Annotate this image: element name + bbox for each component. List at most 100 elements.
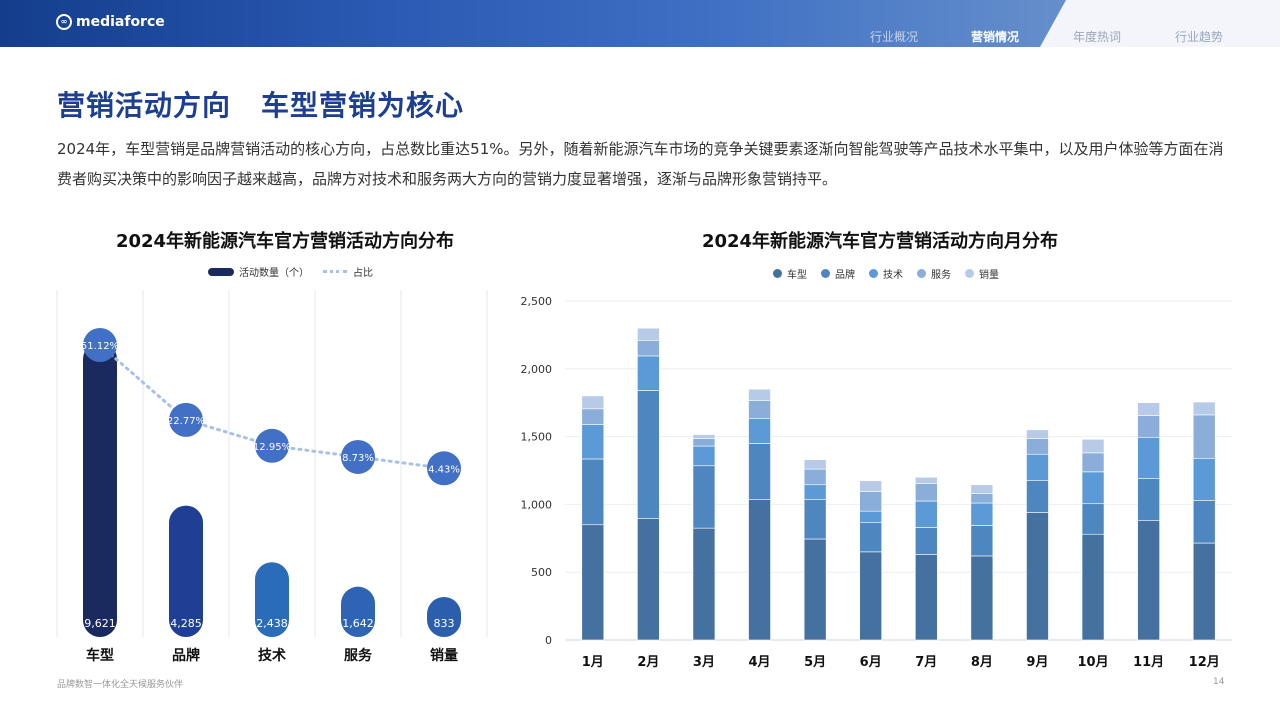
bar-segment-服务-6月 — [859, 491, 883, 512]
y-tick-label: 1,500 — [521, 431, 553, 444]
left-chart: 9,621 车型 4,285 品牌 2,438 技术 1,642 服务 833 销量 51.12% 2… — [56, 290, 488, 664]
bar-segment-品牌-11月 — [1137, 478, 1160, 521]
bar-segment-技术-7月 — [914, 500, 938, 528]
bar-segment-技术-8月 — [970, 502, 994, 526]
bar-服务 — [341, 586, 375, 637]
x-tick-label: 9月 — [1026, 655, 1048, 670]
bar-segment-销量-11月 — [1137, 402, 1160, 416]
bar-车型 — [83, 342, 117, 637]
legend-label: 车型 — [787, 270, 807, 281]
x-tick-label: 服务 — [344, 647, 373, 664]
bar-segment-技术-5月 — [803, 484, 827, 500]
bar-segment-技术-10月 — [1081, 471, 1105, 505]
x-tick-label: 7月 — [915, 655, 937, 670]
legend-swatch-count — [208, 267, 234, 276]
legend-dot — [773, 269, 782, 278]
bar-segment-车型-5月 — [803, 538, 827, 641]
bar-segment-品牌-7月 — [914, 527, 938, 555]
bar-segment-销量-9月 — [1026, 429, 1049, 439]
page-title-main: 营销活动方向 — [57, 89, 232, 122]
top-banner — [0, 0, 1280, 47]
bar-segment-服务-8月 — [970, 493, 994, 504]
legend-label: 品牌 — [835, 270, 855, 281]
bar-segment-品牌-8月 — [970, 525, 994, 557]
right-chart: 0 500 1,000 1,500 2,000 2,500 1月 2月 3月 4月 5月 6月 7月 8月… — [521, 295, 1232, 670]
bar-segment-品牌-5月 — [803, 499, 827, 540]
x-tick-label: 销量 — [430, 647, 458, 664]
bar-segment-技术-2月 — [637, 355, 660, 391]
bar-segment-销量-6月 — [859, 480, 883, 492]
bar-value-label: 833 — [434, 617, 455, 630]
x-tick-label: 5月 — [804, 655, 826, 670]
bar-segment-车型-11月 — [1137, 520, 1160, 641]
x-tick-label: 4月 — [749, 655, 771, 670]
x-tick-label: 12月 — [1189, 655, 1220, 670]
bar-segment-车型-8月 — [970, 555, 994, 641]
bar-value-label: 9,621 — [84, 617, 116, 630]
bar-segment-车型-3月 — [692, 527, 716, 641]
legend-swatch-share — [323, 270, 347, 273]
brand-logo: ∞ mediaforce — [56, 14, 165, 30]
tab-industry-overview[interactable]: 行业概况 — [870, 30, 919, 44]
x-tick-label: 8月 — [971, 655, 993, 670]
tab-marketing[interactable]: 营销情况 — [971, 30, 1020, 44]
bar-segment-品牌-6月 — [859, 522, 883, 553]
bar-segment-车型-4月 — [748, 499, 771, 641]
page-title: 营销活动方向 车型营销为核心 — [57, 84, 494, 124]
bar-segment-销量-7月 — [914, 476, 938, 484]
bar-segment-服务-7月 — [914, 483, 938, 502]
bar-segment-品牌-3月 — [692, 465, 716, 529]
y-tick-label: 2,000 — [521, 363, 553, 376]
page-title-sub: 车型营销为核心 — [261, 89, 465, 122]
y-tick-label: 0 — [545, 634, 552, 647]
bar-segment-品牌-4月 — [748, 443, 771, 500]
bar-segment-品牌-9月 — [1026, 480, 1049, 513]
page-description: 2024年，车型营销是品牌营销活动的核心方向，占总数比重达51%。另外，随着新能… — [57, 140, 1224, 188]
legend-dot — [869, 269, 878, 278]
bar-value-label: 2,438 — [256, 617, 288, 630]
legend-dot — [917, 269, 926, 278]
x-tick-label: 1月 — [582, 655, 604, 670]
bar-segment-服务-12月 — [1192, 414, 1216, 459]
bar-segment-车型-10月 — [1081, 533, 1105, 641]
legend-item-服务: 服务 — [917, 266, 951, 281]
bar-segment-销量-1月 — [581, 395, 605, 410]
bar-segment-车型-12月 — [1192, 542, 1216, 641]
legend-item-count: 活动数量（个） — [208, 264, 309, 279]
tab-hot-words[interactable]: 年度热词 — [1073, 30, 1122, 44]
x-tick-label: 2月 — [637, 655, 659, 670]
bar-segment-技术-6月 — [859, 510, 883, 524]
bar-segment-品牌-2月 — [637, 390, 660, 519]
bar-segment-服务-11月 — [1137, 415, 1160, 438]
legend-item-车型: 车型 — [773, 266, 807, 281]
left-chart-title: 2024年新能源汽车官方营销活动方向分布 — [115, 231, 455, 252]
x-tick-label: 品牌 — [172, 647, 200, 664]
bar-value-label: 4,285 — [170, 617, 202, 630]
bar-segment-车型-7月 — [914, 554, 938, 641]
bar-segment-车型-6月 — [859, 551, 883, 641]
legend-label: 服务 — [931, 270, 951, 281]
share-point-销量 — [427, 451, 461, 486]
left-chart-legend: 活动数量（个） 占比 — [208, 264, 387, 279]
bar-segment-车型-2月 — [637, 518, 660, 641]
bar-segment-技术-11月 — [1137, 436, 1160, 479]
share-point-品牌 — [169, 402, 203, 437]
legend-label-count: 活动数量（个） — [239, 268, 309, 279]
share-label: 51.12% — [81, 341, 119, 352]
legend-item-技术: 技术 — [869, 266, 903, 281]
brand-name: mediaforce — [76, 14, 165, 30]
legend-dot — [965, 269, 974, 278]
bar-segment-服务-4月 — [748, 400, 771, 419]
bar-品牌 — [169, 505, 203, 637]
share-label: 8.73% — [342, 453, 374, 464]
bar-segment-销量-12月 — [1192, 401, 1216, 416]
tab-industry-trends[interactable]: 行业趋势 — [1175, 30, 1224, 44]
bar-segment-销量-10月 — [1081, 439, 1105, 454]
bar-segment-销量-4月 — [748, 388, 771, 401]
share-point-服务 — [341, 439, 375, 474]
bar-segment-技术-3月 — [692, 445, 716, 467]
bar-销量 — [427, 597, 461, 637]
bar-segment-车型-1月 — [581, 524, 605, 641]
bar-value-label: 1,642 — [342, 617, 374, 630]
legend-dot — [821, 269, 830, 278]
